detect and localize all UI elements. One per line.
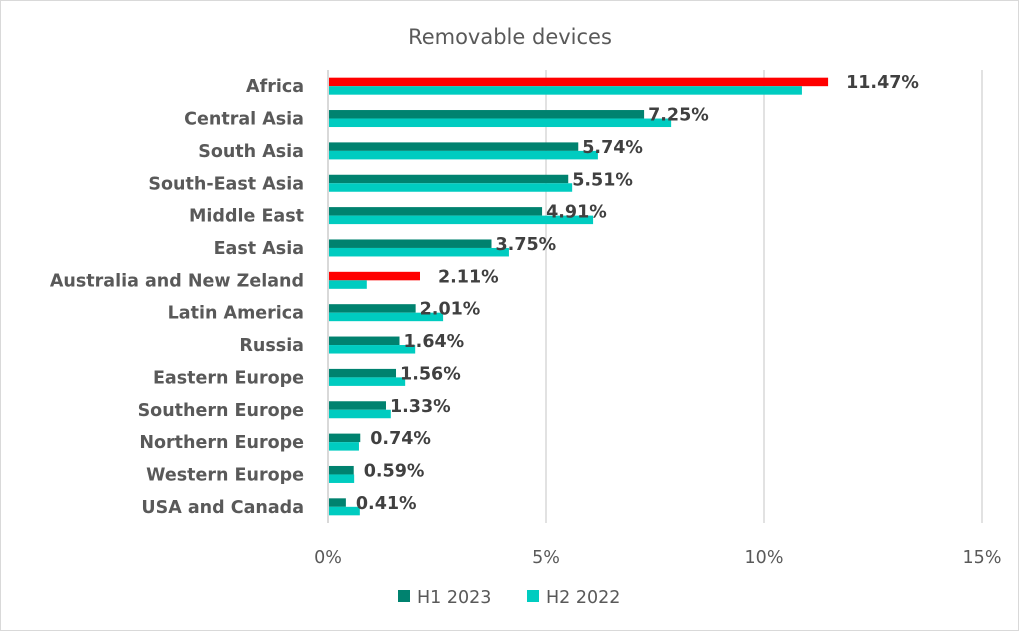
bar-h2-2022 [329, 215, 594, 225]
category-label: South Asia [198, 142, 304, 162]
legend-label-h2-2022: H2 2022 [546, 588, 620, 608]
chart-title: Removable devices [408, 25, 612, 49]
category-label: Russia [239, 336, 304, 356]
legend-swatch-h2-2022 [527, 590, 539, 602]
bars [329, 77, 829, 516]
bar-h2-2022 [329, 345, 416, 354]
data-label: 0.74% [370, 429, 431, 449]
bar-h2-2022 [329, 312, 444, 322]
bar-h1-2023 [329, 174, 569, 184]
data-labels: 11.47% 7.25%5.74% 5.51% 4.91% 3.75% 2.11% 2.01… [356, 73, 919, 514]
bar-h1-2023 [329, 433, 361, 443]
bar-h1-2023 [329, 271, 420, 281]
data-label: 4.91% [546, 203, 607, 223]
legend-swatch-h1-2023 [398, 590, 410, 602]
bar-h1-2023 [329, 498, 346, 507]
category-label: Latin America [168, 304, 304, 324]
bar-h1-2023 [329, 142, 579, 151]
data-label: 1.33% [390, 397, 451, 417]
category-label: Northern Europe [139, 433, 304, 453]
data-label: 0.41% [356, 494, 417, 514]
bar-h1-2023 [329, 368, 397, 378]
data-label: 7.25% [648, 106, 709, 126]
x-axis-tick-labels: 0% 5% 10% 15% [314, 548, 1001, 568]
bar-h2-2022 [329, 474, 355, 483]
data-label: 1.56% [400, 364, 461, 384]
bar-h2-2022 [329, 86, 802, 95]
bar-h2-2022 [329, 377, 406, 386]
data-label: 3.75% [496, 235, 557, 255]
data-label: 2.01% [420, 300, 481, 320]
bar-h2-2022 [329, 118, 672, 128]
category-label: Africa [246, 77, 304, 97]
data-label: 0.59% [364, 461, 425, 481]
bar-h1-2023 [329, 465, 354, 475]
category-label: Central Asia [184, 110, 304, 130]
category-label: Middle East [189, 207, 304, 227]
category-labels: Africa Central Asia South Asia South-East A… [50, 77, 304, 518]
x-tick-label: 10% [745, 548, 784, 568]
bar-h1-2023 [329, 110, 645, 119]
bar-h2-2022 [329, 150, 598, 160]
bar-h1-2023 [329, 401, 386, 410]
data-label: 1.64% [404, 332, 465, 352]
data-label: 5.51% [572, 170, 633, 190]
bar-h2-2022 [329, 280, 367, 289]
category-label: East Asia [214, 239, 304, 259]
legend: H1 2023 H2 2022 [398, 588, 620, 608]
x-tick-label: 0% [314, 548, 342, 568]
category-label: Western Europe [146, 465, 304, 485]
category-label: USA and Canada [141, 498, 304, 518]
bar-h1-2023 [329, 336, 400, 346]
legend-label-h1-2023: H1 2023 [417, 588, 491, 608]
category-label: Eastern Europe [153, 368, 304, 388]
x-tick-label: 5% [532, 548, 560, 568]
gridlines [327, 70, 983, 523]
bar-h1-2023 [329, 77, 829, 87]
category-label: Australia and New Zeland [50, 271, 304, 291]
category-label: South-East Asia [148, 174, 304, 194]
x-tick-label: 15% [963, 548, 1002, 568]
category-label: Southern Europe [138, 401, 305, 421]
data-label: 2.11% [438, 267, 499, 287]
bar-h2-2022 [329, 442, 359, 451]
bar-h1-2023 [329, 239, 492, 248]
bar-h2-2022 [329, 183, 573, 192]
bar-h2-2022 [329, 247, 509, 257]
bar-h2-2022 [329, 506, 360, 516]
bar-h1-2023 [329, 304, 416, 313]
bar-h2-2022 [329, 409, 391, 419]
data-label: 11.47% [846, 73, 919, 93]
data-label: 5.74% [582, 138, 643, 158]
bar-h1-2023 [329, 207, 543, 216]
